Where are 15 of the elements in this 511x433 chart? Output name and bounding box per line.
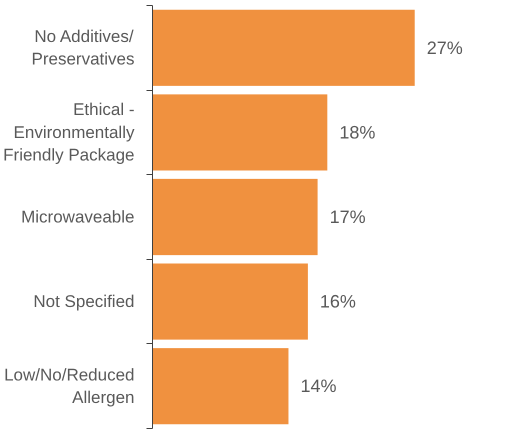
bar bbox=[152, 264, 308, 340]
bar bbox=[152, 10, 415, 86]
data-label: 16% bbox=[320, 292, 356, 312]
y-tick-label: Microwaveable bbox=[21, 208, 135, 226]
data-label: 18% bbox=[339, 122, 376, 142]
y-tick-label: Not Specified bbox=[33, 292, 135, 312]
data-label: 17% bbox=[330, 207, 366, 227]
data-label: 14% bbox=[300, 376, 336, 396]
data-label: 27% bbox=[426, 38, 463, 58]
y-tick-label: Ethical - Environmentally Friendly Package bbox=[3, 100, 135, 165]
bar bbox=[152, 348, 288, 424]
bar bbox=[152, 94, 328, 170]
y-tick-label: No Additives/ Preservatives bbox=[32, 26, 135, 69]
y-tick-label: Low/No/Reduced Allergen bbox=[4, 365, 135, 408]
bar bbox=[152, 178, 318, 256]
